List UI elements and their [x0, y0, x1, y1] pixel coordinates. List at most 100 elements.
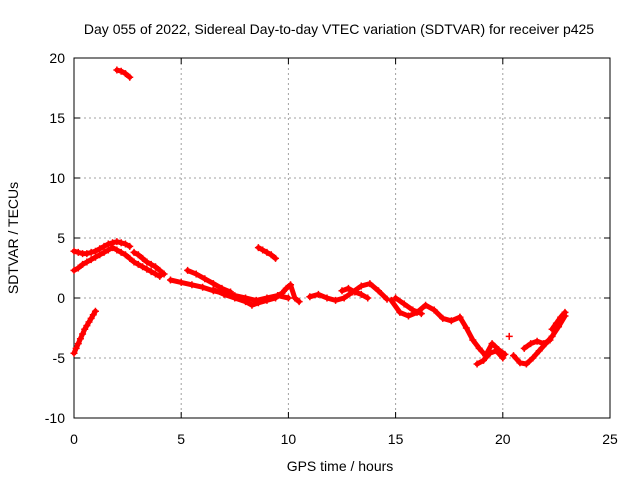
x-tick-label: 20 — [495, 431, 511, 447]
data-point — [323, 294, 331, 302]
data-point — [561, 308, 569, 316]
data-point — [117, 67, 125, 75]
data-point — [306, 293, 314, 301]
data-point — [87, 256, 95, 264]
data-point — [156, 266, 164, 274]
data-point — [87, 314, 95, 322]
data-point — [83, 250, 91, 258]
data-point — [143, 265, 151, 273]
data-point — [96, 245, 104, 253]
data-point — [104, 240, 112, 248]
data-point — [83, 258, 91, 266]
data-point — [263, 248, 271, 256]
data-point — [121, 70, 129, 78]
data-point — [540, 340, 548, 348]
data-point — [430, 306, 438, 314]
data-point — [91, 247, 99, 255]
series-track-h — [209, 286, 280, 309]
data-point — [147, 260, 155, 268]
data-point — [147, 268, 155, 276]
data-point — [439, 314, 447, 322]
data-point — [338, 287, 346, 295]
data-point — [100, 242, 108, 250]
series-track-l — [338, 284, 372, 302]
data-point — [79, 330, 87, 338]
data-point — [104, 246, 112, 254]
data-point — [480, 356, 488, 364]
data-point — [392, 294, 400, 302]
x-tick-label: 15 — [388, 431, 404, 447]
data-point — [96, 251, 104, 259]
data-point — [254, 299, 262, 307]
series-track-b — [70, 244, 164, 280]
data-point — [166, 276, 174, 284]
data-point — [113, 238, 121, 246]
data-point — [242, 298, 250, 306]
data-point — [143, 258, 151, 266]
data-point — [74, 340, 82, 348]
data-point — [263, 296, 271, 304]
y-axis-label: SDTVAR / TECUs — [5, 182, 21, 294]
data-point — [357, 282, 365, 290]
data-point — [126, 254, 134, 262]
x-tick-label: 5 — [177, 431, 185, 447]
data-point — [332, 296, 340, 304]
data-point — [130, 248, 138, 256]
data-point — [522, 360, 530, 368]
x-axis-label: GPS time / hours — [287, 458, 394, 474]
data-point — [121, 240, 129, 248]
data-point — [85, 318, 93, 326]
data-point — [151, 270, 159, 278]
data-point — [357, 290, 365, 298]
data-point — [422, 301, 430, 309]
data-point — [209, 286, 217, 294]
y-tick-label: -10 — [45, 410, 65, 426]
y-tick-labels: -10 -5 0 5 10 15 20 — [45, 50, 65, 426]
data-point — [462, 324, 470, 332]
data-point — [488, 340, 496, 348]
data-point — [177, 278, 185, 286]
data-point — [364, 294, 372, 302]
x-tick-label: 25 — [602, 431, 618, 447]
y-tick-label: 5 — [57, 230, 65, 246]
data-point — [74, 248, 82, 256]
axis-ticks — [73, 57, 611, 419]
series-track-k — [306, 280, 391, 304]
data-point — [510, 352, 518, 360]
data-point — [121, 251, 129, 259]
data-point — [70, 349, 78, 357]
data-point — [117, 248, 125, 256]
data-point — [72, 344, 80, 352]
data-point — [188, 281, 196, 289]
data-point — [248, 301, 256, 309]
data-point — [113, 246, 121, 254]
series-band — [307, 281, 390, 303]
y-tick-label: 0 — [57, 290, 65, 306]
data-point — [79, 260, 87, 268]
data-point — [505, 332, 513, 340]
data-point — [259, 246, 267, 254]
data-point — [486, 349, 494, 357]
data-point — [344, 284, 352, 292]
data-point — [87, 248, 95, 256]
series-track-n — [392, 294, 425, 318]
y-tick-label: -5 — [53, 350, 66, 366]
series-track-p — [473, 347, 507, 368]
data-point — [475, 344, 483, 352]
series-track-d — [113, 66, 134, 81]
data-point — [109, 239, 117, 247]
data-point — [274, 292, 282, 300]
data-point — [134, 251, 142, 259]
x-tick-label: 0 — [70, 431, 78, 447]
data-point — [89, 311, 97, 319]
data-point — [134, 260, 142, 268]
data-point — [516, 359, 524, 367]
data-point — [151, 263, 159, 271]
data-point — [254, 244, 262, 252]
data-point — [529, 354, 537, 362]
data-point — [527, 340, 535, 348]
data-point — [184, 266, 192, 274]
data-point — [74, 264, 82, 272]
data-point — [351, 288, 359, 296]
